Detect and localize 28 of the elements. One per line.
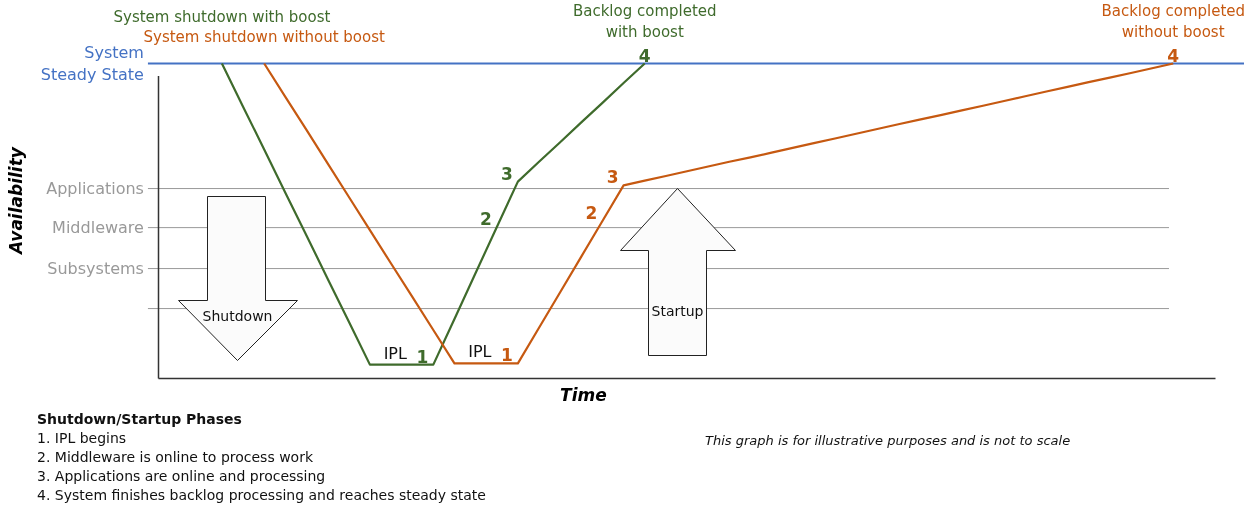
annotation: IPL — [383, 343, 407, 363]
annotation: 2 — [479, 209, 492, 230]
ref-line-label: System Steady State — [40, 42, 144, 85]
ref-line-label: Middleware — [52, 218, 144, 238]
text: System shutdown without boost — [143, 27, 386, 46]
annotation: Startup — [651, 302, 704, 319]
text: 3. Applications are online and processing — [37, 467, 327, 486]
x-axis-title: Time — [560, 384, 607, 405]
ref-line-label: Subsystems — [47, 259, 144, 279]
annotation: Shutdown — [202, 307, 273, 324]
text: System shutdown with boost — [113, 7, 331, 26]
text: Backlog completed without boost — [1101, 1, 1244, 42]
annotation: 3 — [501, 163, 513, 184]
annotation: 3 — [606, 167, 619, 188]
annotation: 4 — [638, 45, 651, 66]
annotation: 2 — [585, 203, 598, 223]
text: 4. System finishes backlog processing and reaches steady state — [37, 486, 486, 505]
text: Availability — [5, 146, 26, 256]
text: Shutdown/Startup Phases — [37, 410, 243, 429]
text: Backlog completed with boost — [572, 1, 717, 42]
ref-line-label: Applications — [46, 179, 144, 199]
text: This graph is for illustrative purposes and is not to scale — [705, 432, 1071, 450]
text: 1. IPL begins — [37, 429, 128, 448]
text: 2. Middleware is online to process work — [37, 448, 314, 467]
annotation: IPL — [468, 342, 492, 362]
annotation: 1 — [416, 346, 429, 367]
annotation: 4 — [1167, 45, 1180, 66]
annotation: 1 — [501, 345, 513, 366]
